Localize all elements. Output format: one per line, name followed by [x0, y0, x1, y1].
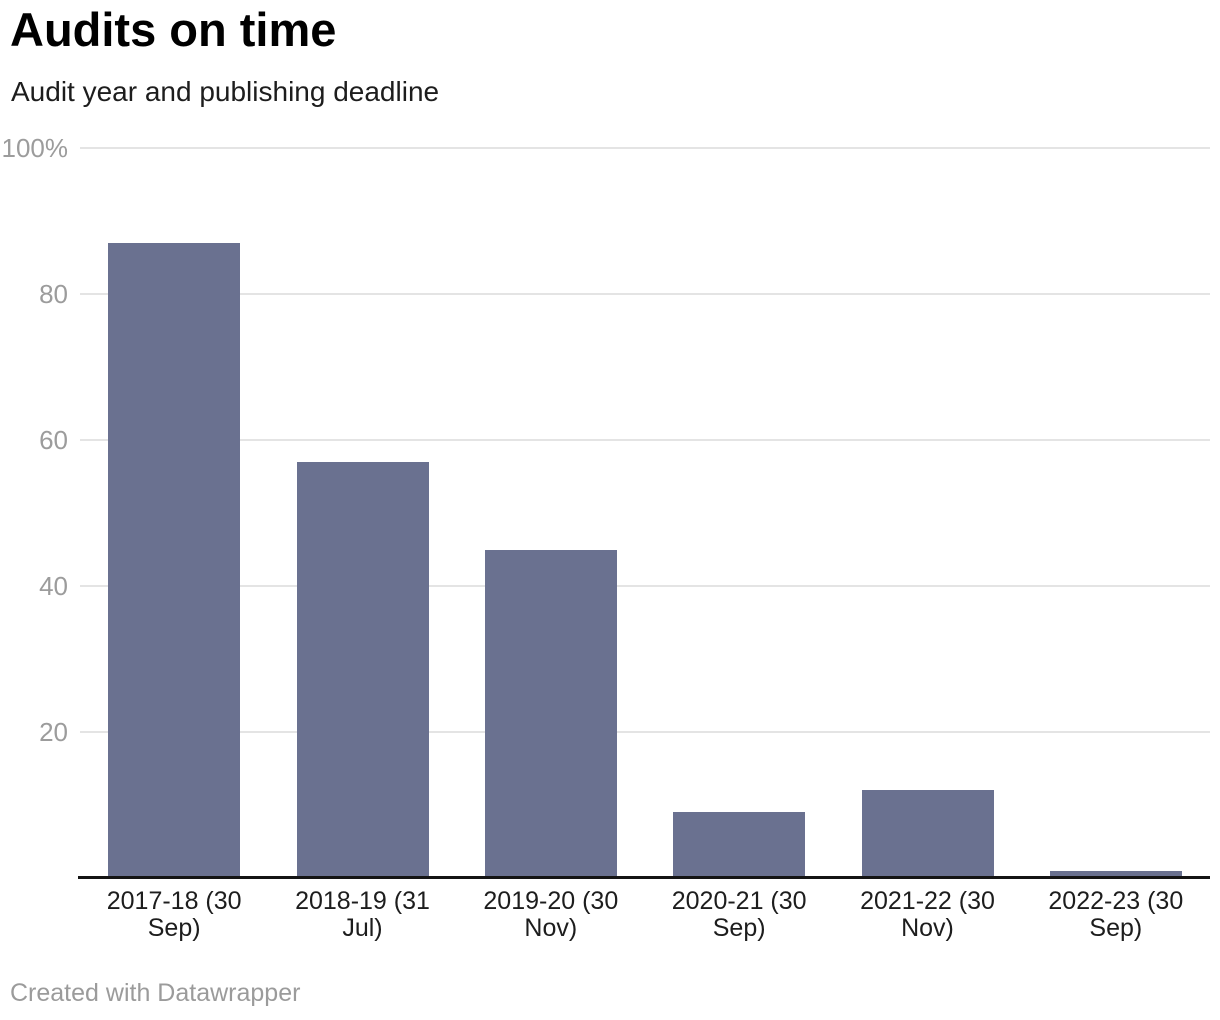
bar[interactable] — [673, 812, 806, 878]
bar[interactable] — [296, 461, 429, 878]
chart-subtitle: Audit year and publishing deadline — [11, 76, 440, 107]
x-axis-category-label: 2022-23 (30 Sep) — [1048, 887, 1184, 942]
bar[interactable] — [861, 790, 994, 878]
y-axis-tick-label: 60 — [39, 425, 68, 455]
x-axis-category-label: 2021-22 (30 Nov) — [860, 887, 995, 942]
y-axis-tick-label: 40 — [39, 571, 68, 601]
chart-title: Audits on time — [10, 3, 337, 56]
bar[interactable] — [1049, 870, 1182, 878]
y-axis-tick-label: 20 — [39, 717, 68, 747]
gridline — [80, 293, 1210, 295]
attribution-text: Created with Datawrapper — [10, 979, 301, 1007]
y-axis-tick-label: 100% — [1, 133, 69, 163]
gridline — [80, 439, 1210, 441]
x-axis-category-label: 2018-19 (31 Jul) — [295, 887, 430, 942]
bar[interactable] — [484, 549, 617, 878]
x-axis-category-label: 2017-18 (30 Sep) — [106, 887, 242, 942]
bar[interactable] — [108, 242, 241, 878]
x-axis-category-label: 2020-21 (30 Sep) — [671, 887, 807, 942]
y-axis-tick-label: 80 — [39, 279, 68, 309]
x-axis-baseline — [78, 876, 1210, 879]
gridline — [80, 147, 1210, 149]
gridline — [80, 585, 1210, 587]
x-axis-category-label: 2019-20 (30 Nov) — [483, 887, 619, 942]
gridline — [80, 731, 1210, 733]
